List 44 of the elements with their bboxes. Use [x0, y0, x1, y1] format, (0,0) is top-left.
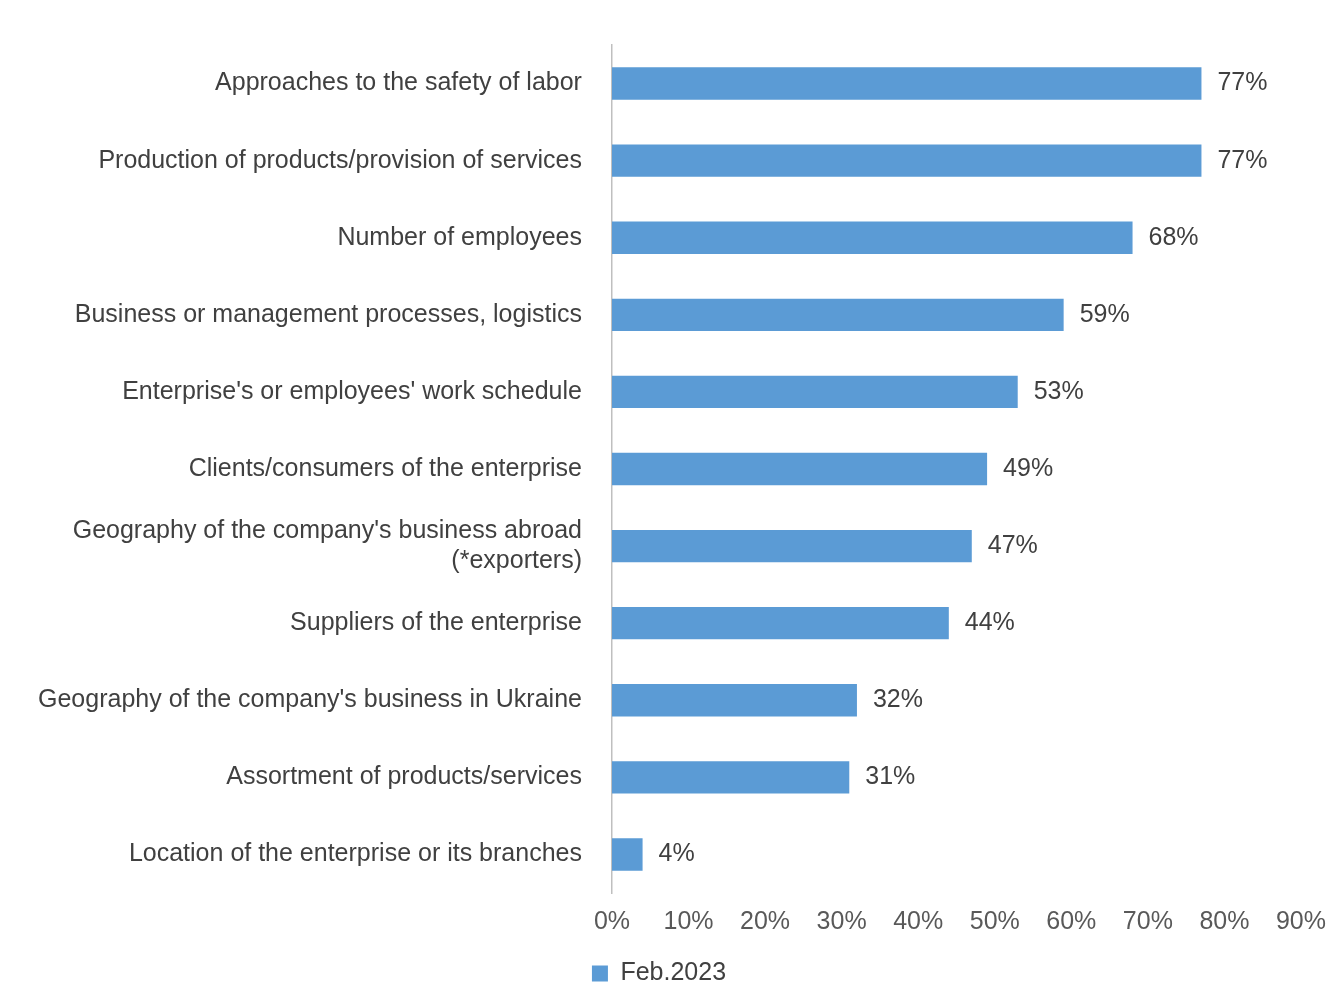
bar — [611, 144, 1202, 177]
x-tick-label: 70% — [1122, 905, 1173, 934]
bar — [611, 606, 949, 640]
y-tick-label: Production of products/provision of services — [98, 144, 582, 173]
x-tick-label: 0% — [593, 905, 631, 934]
y-tick-label: Enterprise's or employees' work schedule — [122, 375, 582, 404]
x-tick-label: 50% — [969, 905, 1020, 934]
x-tick-label: 80% — [1199, 905, 1250, 934]
data-label: 47% — [987, 529, 1038, 558]
bar — [611, 529, 972, 563]
data-label: 4% — [658, 838, 695, 867]
data-label: 68% — [1148, 221, 1199, 250]
bar — [611, 761, 850, 794]
x-tick-label: 90% — [1275, 905, 1327, 934]
data-label: 59% — [1079, 298, 1130, 327]
bar — [611, 375, 1018, 409]
bar — [611, 298, 1064, 332]
y-tick-label: Number of employees — [337, 221, 582, 250]
y-tick-label: Geography of the company's business in Ukraine — [37, 684, 582, 713]
data-label: 77% — [1217, 67, 1268, 96]
y-tick-label: Geography of the company's business abroad (*exporters) — [72, 514, 582, 573]
y-tick-label: Approaches to the safety of labor — [215, 67, 582, 96]
x-tick-label: 60% — [1046, 905, 1097, 934]
legend-label: Feb.2023 — [620, 957, 727, 986]
y-tick-label: Suppliers of the enterprise — [290, 607, 582, 636]
data-label: 53% — [1033, 375, 1084, 404]
bar — [611, 684, 857, 717]
data-label: 31% — [865, 761, 916, 790]
data-label: 49% — [1003, 452, 1054, 481]
y-tick-label: Assortment of products/services — [226, 761, 582, 790]
y-tick-label: Business or management processes, logistics — [74, 298, 582, 327]
x-tick-label: 30% — [816, 905, 867, 934]
data-label: 77% — [1217, 144, 1268, 173]
bar — [611, 221, 1133, 254]
x-tick-label: 10% — [663, 905, 714, 934]
data-label: 32% — [872, 684, 923, 713]
data-label: 44% — [964, 607, 1015, 636]
x-tick-label: 20% — [740, 905, 791, 934]
y-tick-label: Clients/consumers of the enterprise — [188, 452, 582, 481]
bar — [611, 838, 643, 871]
bar — [611, 67, 1202, 100]
bar — [611, 452, 988, 486]
x-tick-label: 40% — [893, 905, 944, 934]
y-tick-label: Location of the enterprise or its branches — [128, 838, 582, 867]
